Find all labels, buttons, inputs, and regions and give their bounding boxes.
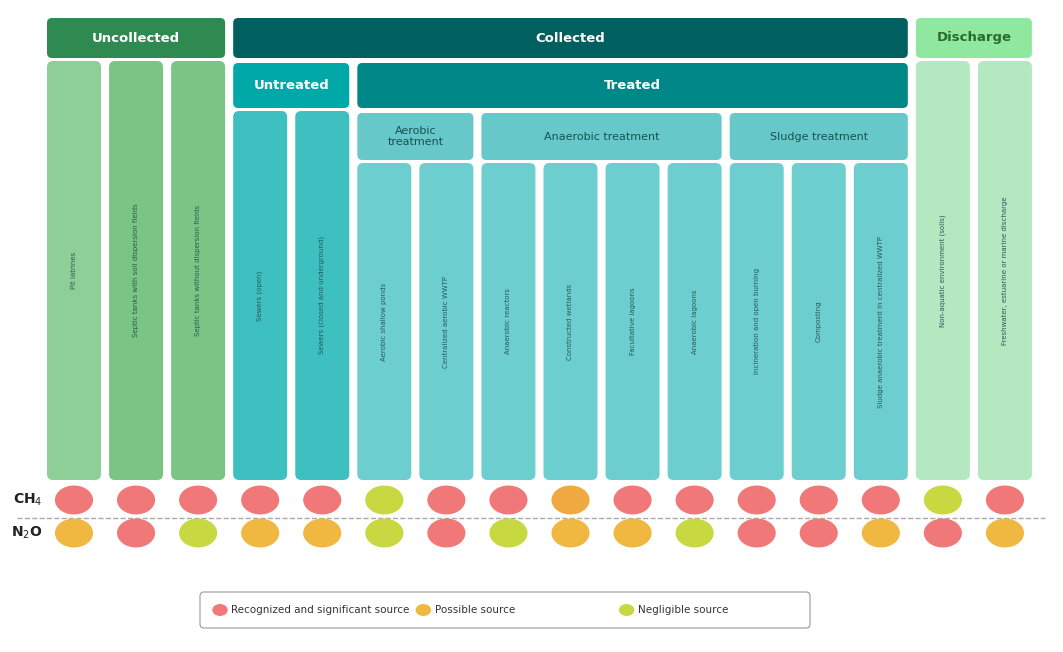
FancyBboxPatch shape bbox=[729, 113, 908, 160]
FancyBboxPatch shape bbox=[357, 63, 908, 108]
Ellipse shape bbox=[118, 486, 154, 514]
Ellipse shape bbox=[676, 486, 713, 514]
FancyBboxPatch shape bbox=[482, 113, 722, 160]
Text: Collected: Collected bbox=[536, 31, 605, 44]
Ellipse shape bbox=[676, 519, 713, 547]
FancyBboxPatch shape bbox=[482, 163, 536, 480]
Text: CH$_4$: CH$_4$ bbox=[13, 492, 43, 508]
Ellipse shape bbox=[428, 486, 465, 514]
FancyBboxPatch shape bbox=[233, 111, 287, 480]
FancyBboxPatch shape bbox=[916, 61, 969, 480]
Text: Freshwater, estuarine or marine discharge: Freshwater, estuarine or marine discharg… bbox=[1002, 196, 1008, 345]
FancyBboxPatch shape bbox=[606, 163, 659, 480]
Ellipse shape bbox=[739, 486, 775, 514]
Ellipse shape bbox=[862, 519, 899, 547]
Text: Untreated: Untreated bbox=[253, 79, 330, 92]
FancyBboxPatch shape bbox=[729, 163, 783, 480]
Text: Incineration and open burning: Incineration and open burning bbox=[754, 269, 760, 374]
Text: Sludge treatment: Sludge treatment bbox=[770, 132, 867, 141]
FancyBboxPatch shape bbox=[47, 61, 101, 480]
FancyBboxPatch shape bbox=[200, 592, 810, 628]
Ellipse shape bbox=[241, 519, 279, 547]
Ellipse shape bbox=[304, 519, 340, 547]
Text: Composting: Composting bbox=[815, 301, 822, 342]
Text: Sewers (open): Sewers (open) bbox=[257, 271, 264, 321]
Ellipse shape bbox=[417, 605, 431, 615]
Text: Recognized and significant source: Recognized and significant source bbox=[231, 605, 409, 615]
Ellipse shape bbox=[925, 486, 961, 514]
Text: Anaerobic lagoons: Anaerobic lagoons bbox=[692, 289, 697, 354]
Ellipse shape bbox=[862, 486, 899, 514]
Ellipse shape bbox=[55, 486, 92, 514]
FancyBboxPatch shape bbox=[978, 61, 1032, 480]
FancyBboxPatch shape bbox=[357, 163, 411, 480]
Ellipse shape bbox=[180, 486, 217, 514]
FancyBboxPatch shape bbox=[109, 61, 163, 480]
Ellipse shape bbox=[620, 605, 634, 615]
Ellipse shape bbox=[213, 605, 227, 615]
Text: Septic tanks without dispersion fields: Septic tanks without dispersion fields bbox=[196, 205, 201, 336]
Text: Aerobic
treatment: Aerobic treatment bbox=[387, 126, 443, 147]
Text: Uncollected: Uncollected bbox=[92, 31, 180, 44]
FancyBboxPatch shape bbox=[543, 163, 597, 480]
Text: Septic tanks with soil dispersion fields: Septic tanks with soil dispersion fields bbox=[133, 203, 139, 337]
Ellipse shape bbox=[552, 486, 589, 514]
Ellipse shape bbox=[118, 519, 154, 547]
FancyBboxPatch shape bbox=[420, 163, 473, 480]
Text: Centralized aerobic WWTP: Centralized aerobic WWTP bbox=[443, 276, 450, 368]
Ellipse shape bbox=[800, 486, 837, 514]
FancyBboxPatch shape bbox=[792, 163, 846, 480]
Text: N$_2$O: N$_2$O bbox=[11, 525, 43, 541]
Ellipse shape bbox=[366, 519, 403, 547]
Ellipse shape bbox=[614, 519, 651, 547]
Text: Aerobic shallow ponds: Aerobic shallow ponds bbox=[382, 282, 387, 361]
Ellipse shape bbox=[490, 519, 527, 547]
Text: Negligible source: Negligible source bbox=[638, 605, 728, 615]
Ellipse shape bbox=[241, 486, 279, 514]
Text: Anaerobic reactors: Anaerobic reactors bbox=[505, 289, 511, 355]
FancyBboxPatch shape bbox=[916, 18, 1032, 58]
Ellipse shape bbox=[55, 519, 92, 547]
Text: Constructed wetlands: Constructed wetlands bbox=[568, 284, 574, 360]
Text: Non-aquatic environment (soils): Non-aquatic environment (soils) bbox=[940, 215, 946, 327]
Text: Sewers (closed and underground): Sewers (closed and underground) bbox=[319, 237, 325, 355]
Ellipse shape bbox=[552, 519, 589, 547]
FancyBboxPatch shape bbox=[233, 63, 350, 108]
FancyBboxPatch shape bbox=[233, 18, 908, 58]
Text: Discharge: Discharge bbox=[937, 31, 1011, 44]
Ellipse shape bbox=[986, 486, 1024, 514]
FancyBboxPatch shape bbox=[854, 163, 908, 480]
FancyBboxPatch shape bbox=[47, 18, 225, 58]
Text: Facultative lagoons: Facultative lagoons bbox=[629, 288, 636, 355]
Ellipse shape bbox=[180, 519, 217, 547]
Text: Sludge anaerobic treatment in centralized WWTP: Sludge anaerobic treatment in centralize… bbox=[878, 235, 883, 408]
FancyBboxPatch shape bbox=[668, 163, 722, 480]
FancyBboxPatch shape bbox=[357, 113, 473, 160]
Ellipse shape bbox=[614, 486, 651, 514]
Ellipse shape bbox=[490, 486, 527, 514]
Ellipse shape bbox=[366, 486, 403, 514]
FancyBboxPatch shape bbox=[296, 111, 350, 480]
Ellipse shape bbox=[739, 519, 775, 547]
Ellipse shape bbox=[800, 519, 837, 547]
Ellipse shape bbox=[925, 519, 961, 547]
Text: Possible source: Possible source bbox=[435, 605, 514, 615]
Text: Anaerobic treatment: Anaerobic treatment bbox=[544, 132, 659, 141]
Ellipse shape bbox=[986, 519, 1024, 547]
Text: Treated: Treated bbox=[604, 79, 661, 92]
Ellipse shape bbox=[304, 486, 340, 514]
FancyBboxPatch shape bbox=[171, 61, 225, 480]
Text: Pit latrines: Pit latrines bbox=[71, 252, 77, 289]
Ellipse shape bbox=[428, 519, 465, 547]
